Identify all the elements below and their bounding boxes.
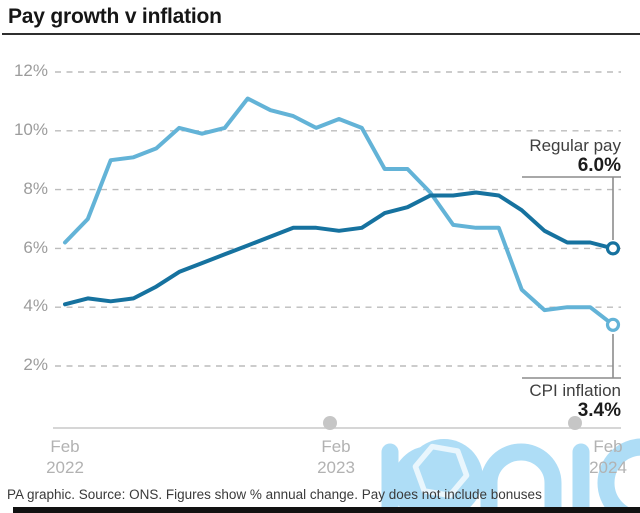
- source-caption: PA graphic. Source: ONS. Figures show % …: [7, 487, 542, 502]
- regular-pay-end-marker: [605, 241, 621, 256]
- cpi-inflation-end-marker: [605, 317, 621, 332]
- title-divider: [2, 33, 640, 35]
- cpi-annotation-value: 3.4%: [577, 400, 621, 421]
- y-axis-label-4: 4%: [23, 296, 48, 315]
- cpi-annotation-label: CPI inflation: [529, 381, 621, 400]
- y-axis-label-12: 12%: [13, 61, 48, 80]
- bottom-bar: [13, 507, 640, 513]
- series-lines: [63, 96, 615, 327]
- gridlines: [55, 71, 621, 367]
- x-axis-label-feb-2022: Feb 2022: [46, 437, 84, 477]
- y-axis-label-8: 8%: [23, 179, 48, 198]
- regular-pay-line: [63, 190, 615, 307]
- axis-tick-dot-feb-2024: [568, 416, 582, 430]
- y-axis-label-6: 6%: [23, 238, 48, 257]
- end-markers: [605, 241, 621, 332]
- cpi-inflation-line: [63, 96, 615, 327]
- regular-pay-annotation-label: Regular pay: [529, 136, 621, 155]
- axis-tick-dot-feb-2023: [323, 416, 337, 430]
- page-title: Pay growth v inflation: [8, 5, 222, 28]
- x-axis-label-feb-2024: Feb 2024: [589, 437, 627, 477]
- x-axis-label-feb-2023: Feb 2023: [317, 437, 355, 477]
- regular-pay-annotation-value: 6.0%: [577, 155, 621, 176]
- y-axis-label-2: 2%: [23, 355, 48, 374]
- y-axis-label-10: 10%: [13, 120, 48, 139]
